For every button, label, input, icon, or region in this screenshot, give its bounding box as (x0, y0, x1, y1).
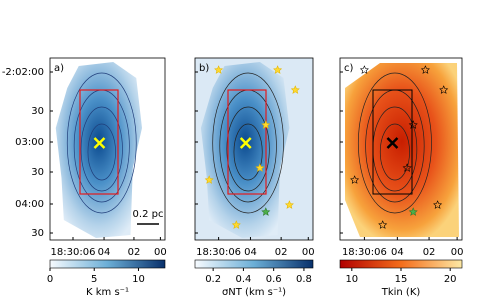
colorbar-tick-label: 0.8 (296, 274, 312, 285)
x-tick-label: 02 (423, 247, 436, 258)
star-marker (231, 220, 241, 229)
star-marker (273, 65, 283, 74)
contour (87, 123, 116, 181)
x-tick-label: 04 (98, 247, 111, 258)
star-marker (261, 120, 271, 129)
source-marker (239, 137, 252, 149)
x-tick-label: 04 (391, 247, 404, 258)
contour (66, 72, 137, 214)
contour (379, 123, 410, 181)
source-marker (386, 137, 399, 149)
contour (226, 106, 270, 192)
panel-label: c) (344, 63, 353, 74)
colorbar (49, 259, 166, 269)
region-box (79, 89, 119, 195)
axes-frame (194, 57, 314, 241)
star-marker (350, 175, 360, 184)
x-tick-label: 18:30:06 (51, 247, 96, 258)
colorbar-tick-label: 5 (91, 274, 97, 285)
region-box (372, 89, 413, 195)
star-marker (214, 65, 224, 74)
x-tick-label: 00 (302, 247, 315, 258)
panel-label: a) (54, 63, 64, 74)
contour (212, 72, 284, 214)
x-tick-label: 18:30:06 (342, 247, 387, 258)
colorbar-tick-label: 10 (132, 274, 145, 285)
y-tick-label: 30 (31, 106, 44, 117)
x-tick-label: 00 (451, 247, 464, 258)
x-tick-label: 04 (244, 247, 257, 258)
axes-frame (49, 57, 166, 241)
temperature-map (345, 63, 459, 237)
star-marker (408, 120, 418, 129)
x-tick-label: 18:30:06 (196, 247, 241, 258)
colorbar-label: σNT (km s⁻¹) (222, 287, 286, 298)
colorbar-tick-label: 15 (395, 274, 408, 285)
star-marker (284, 200, 294, 209)
region-box (227, 89, 267, 195)
star-marker (439, 85, 449, 94)
y-tick-label: 30 (31, 228, 44, 239)
colorbar-label: Tkin (K) (381, 287, 421, 298)
star-marker (402, 163, 412, 172)
colorbar-tick-label: 0.4 (235, 274, 251, 285)
source-marker (93, 137, 106, 149)
y-tick-label: 30 (31, 167, 44, 178)
star-marker (408, 207, 418, 216)
map-emission (200, 62, 290, 238)
y-tick-label: 03:00 (15, 137, 44, 148)
contour (357, 72, 432, 214)
y-tick-label: 04:00 (15, 199, 44, 210)
contour (233, 123, 263, 181)
colorbar-tick-label: 0.6 (266, 274, 282, 285)
colorbar-tick-label: 20 (444, 274, 457, 285)
axes-frame (339, 57, 463, 241)
colorbar (339, 259, 463, 269)
y-tick-label: -2:02:00 (2, 67, 44, 78)
star-marker (433, 200, 443, 209)
contour (80, 106, 123, 192)
star-marker (261, 207, 271, 216)
star-marker (255, 163, 265, 172)
star-marker (359, 65, 369, 74)
panel-label: b) (199, 63, 209, 74)
star-marker (290, 85, 300, 94)
star-marker (378, 220, 388, 229)
colorbar-tick-label: 0.2 (205, 274, 221, 285)
star-marker (204, 175, 214, 184)
x-tick-label: 00 (154, 247, 167, 258)
x-tick-label: 02 (275, 247, 288, 258)
star-marker (420, 65, 430, 74)
colorbar-tick-label: 0 (47, 274, 53, 285)
colorbar (194, 259, 314, 269)
colorbar-tick-label: 10 (345, 274, 358, 285)
x-tick-label: 02 (128, 247, 141, 258)
colorbar-label: K km s⁻¹ (86, 287, 129, 298)
scale-bar-label: 0.2 pc (133, 209, 164, 220)
map-emission (55, 62, 142, 238)
